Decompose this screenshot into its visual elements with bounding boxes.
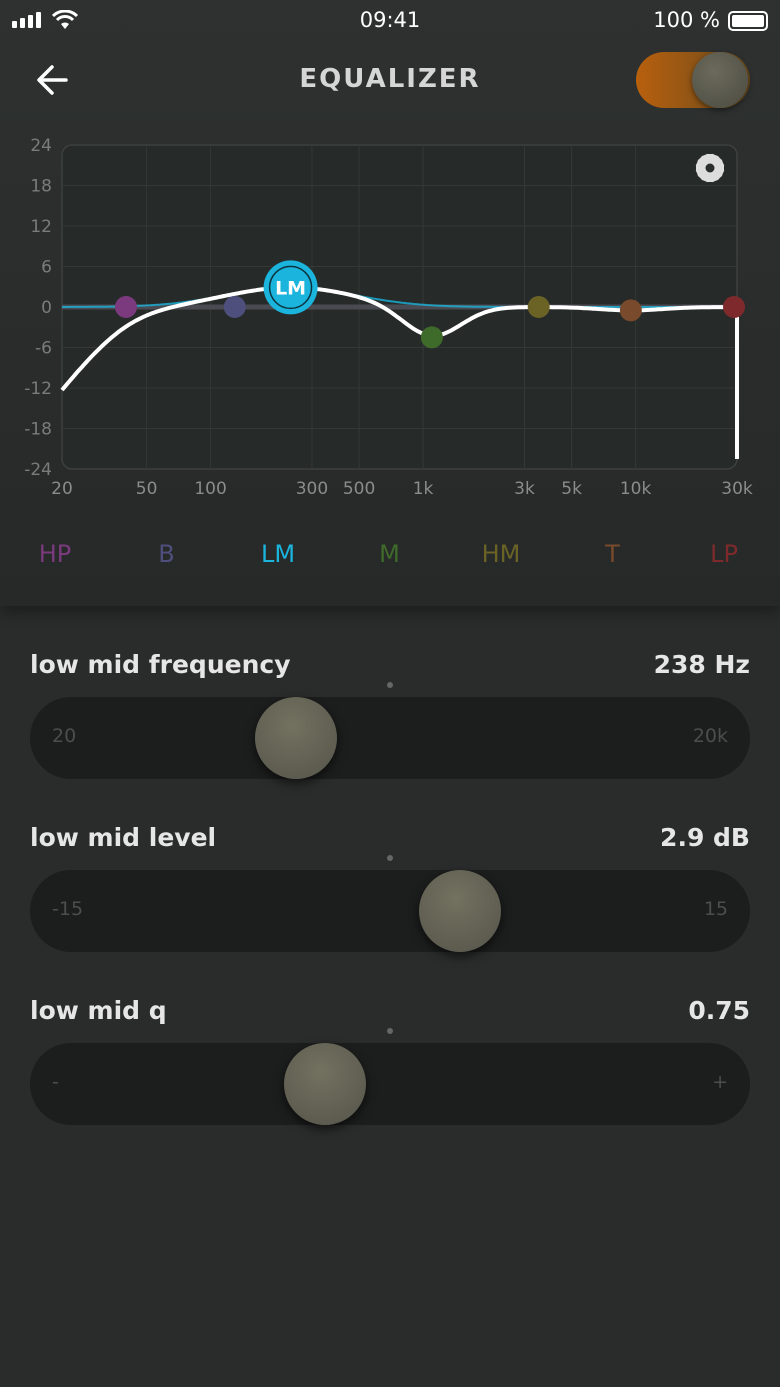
band-tab-m[interactable]: M	[379, 540, 400, 568]
x-tick-label: 5k	[561, 479, 582, 499]
slider-track[interactable]: -15 15	[30, 870, 750, 952]
slider-thumb[interactable]	[255, 697, 338, 779]
slider-row: low mid frequency 238 Hz 20 20k	[30, 650, 750, 780]
page-title: EQUALIZER	[299, 64, 481, 94]
toggle-knob[interactable]	[692, 52, 748, 108]
slider-label: low mid q	[30, 996, 167, 1025]
y-tick-label: 6	[41, 258, 52, 278]
slider-label: low mid frequency	[30, 650, 291, 679]
y-tick-label: 12	[30, 217, 52, 237]
slider-max-label: +	[712, 1071, 728, 1093]
band-node-ring	[268, 265, 313, 310]
band-tab-lp[interactable]: LP	[710, 540, 738, 568]
back-arrow-icon[interactable]	[34, 62, 72, 98]
band-node-label: LM	[275, 277, 306, 299]
settings-gear-icon[interactable]	[695, 153, 725, 183]
y-tick-label: -6	[35, 339, 52, 359]
x-tick-label: 100	[194, 479, 226, 499]
y-tick-label: 0	[41, 298, 52, 318]
slider-min-label: 20	[52, 725, 77, 747]
center-marker	[387, 682, 393, 688]
status-bar: 09:41 100 %	[0, 6, 780, 34]
clock: 09:41	[359, 8, 421, 32]
y-tick-label: -18	[24, 420, 52, 440]
slider-min-label: -	[52, 1071, 59, 1093]
slider-row: low mid level 2.9 dB -15 15	[30, 823, 750, 953]
band-tab-hm[interactable]: HM	[481, 540, 521, 568]
band-node-m[interactable]	[420, 326, 443, 349]
band-tab-t[interactable]: T	[605, 540, 620, 568]
x-tick-label: 20	[51, 479, 73, 499]
slider-min-label: -15	[52, 898, 84, 920]
slider-row: low mid q 0.75 - +	[30, 996, 750, 1126]
slider-thumb[interactable]	[284, 1043, 367, 1125]
center-marker	[387, 855, 393, 861]
eq-power-toggle[interactable]	[636, 52, 750, 108]
x-tick-label: 3k	[514, 479, 535, 499]
center-marker	[387, 1028, 393, 1034]
y-tick-label: 18	[30, 177, 52, 197]
band-node-lp[interactable]	[723, 296, 745, 318]
band-tab-b[interactable]: B	[158, 540, 175, 568]
band-node-hm[interactable]	[527, 296, 550, 318]
y-tick-label: -12	[24, 379, 52, 399]
slider-track[interactable]: - +	[30, 1043, 750, 1125]
battery-percent: 100 %	[653, 8, 720, 32]
x-tick-label: 1k	[413, 479, 434, 499]
x-tick-label: 50	[136, 479, 158, 499]
band-node-lm[interactable]	[263, 260, 318, 315]
x-tick-label: 500	[343, 479, 375, 499]
y-tick-label: 24	[30, 136, 52, 156]
slider-thumb[interactable]	[418, 870, 501, 952]
band-selector: HP B LM M HM T LP	[0, 540, 780, 570]
equalizer-panel: 09:41 100 % EQUALIZER 24 18 12 6 0 -6 -12 -18 -2…	[0, 0, 780, 606]
slider-max-label: 15	[703, 898, 728, 920]
y-tick-label: -24	[24, 460, 52, 480]
band-tab-lm[interactable]: LM	[260, 540, 296, 568]
battery-icon	[728, 11, 768, 31]
x-tick-label: 30k	[721, 479, 753, 499]
slider-track[interactable]: 20 20k	[30, 697, 750, 779]
slider-value: 238 Hz	[653, 650, 750, 679]
band-node-t[interactable]	[619, 299, 642, 322]
slider-value: 2.9 dB	[660, 823, 750, 852]
band-tab-hp[interactable]: HP	[38, 540, 72, 568]
band-node-b[interactable]	[223, 296, 246, 318]
signal-icon	[12, 12, 41, 28]
band-node-hp[interactable]	[114, 296, 137, 318]
x-tick-label: 300	[296, 479, 328, 499]
slider-value: 0.75	[688, 996, 750, 1025]
slider-label: low mid level	[30, 823, 217, 852]
x-tick-label: 10k	[620, 479, 652, 499]
wifi-icon	[52, 10, 78, 29]
slider-max-label: 20k	[692, 725, 728, 747]
